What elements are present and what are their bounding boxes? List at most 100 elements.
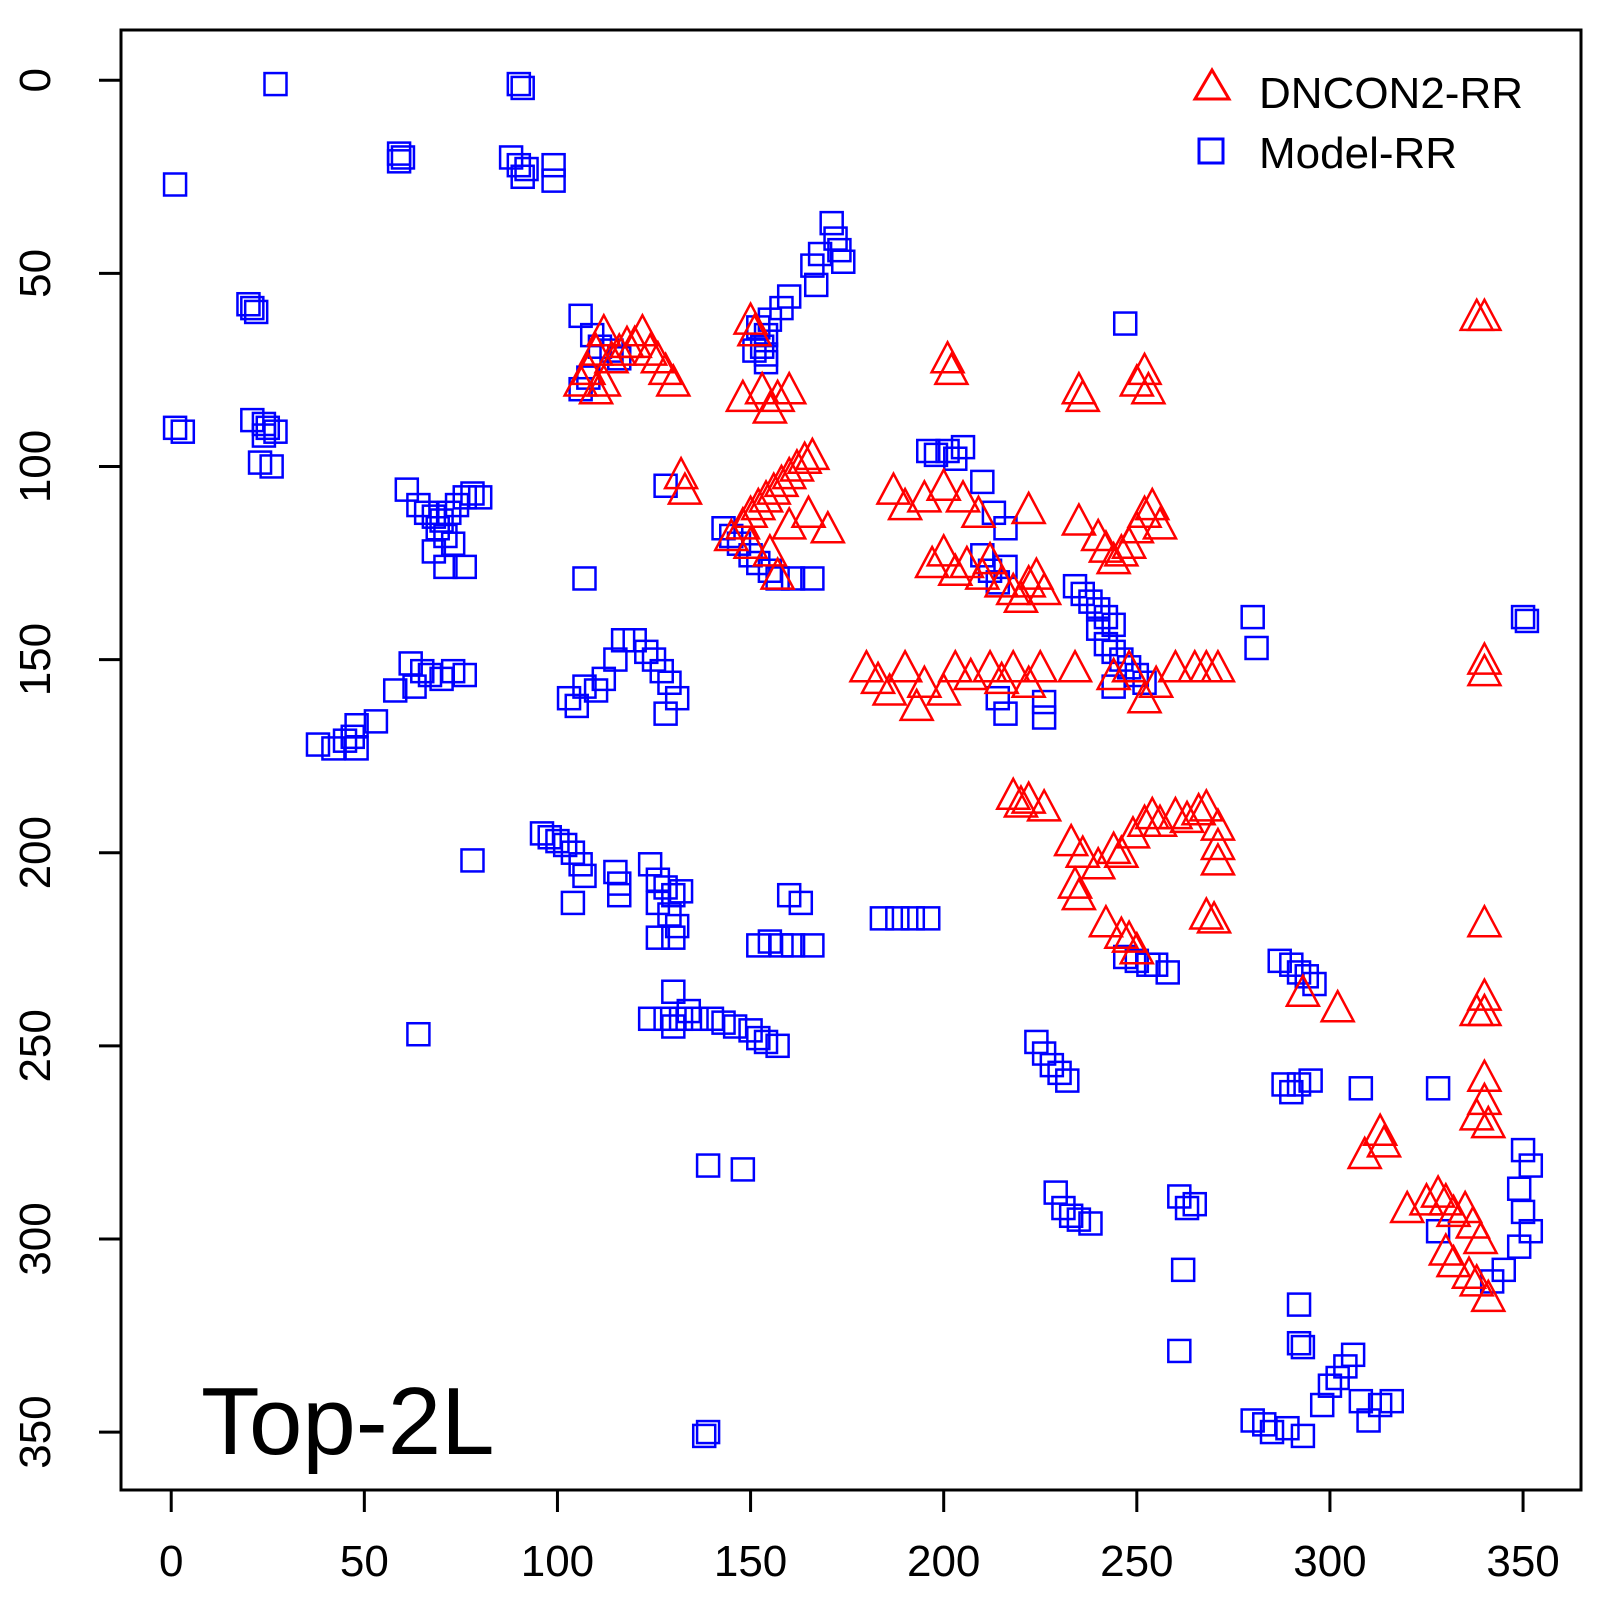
model-rr-point xyxy=(746,1025,771,1051)
y-tick-label: 150 xyxy=(11,623,60,696)
model-rr-point xyxy=(1055,1068,1080,1093)
dncon2-rr-point xyxy=(1470,1278,1507,1313)
model-rr-point xyxy=(800,933,825,958)
model-rr-point xyxy=(742,338,767,363)
dncon2-rr-point xyxy=(639,339,676,374)
model-rr-point xyxy=(510,75,535,101)
dncon2-rr-point xyxy=(1389,1189,1426,1224)
dncon2-rr-point xyxy=(616,324,653,359)
model-rr-point xyxy=(645,867,671,892)
model-rr-point xyxy=(885,906,910,931)
model-rr-point xyxy=(1290,1334,1316,1360)
dncon2-rr-point xyxy=(1188,787,1225,822)
model-rr-point xyxy=(263,71,288,97)
model-rr-point xyxy=(1340,1342,1366,1368)
model-rr-point xyxy=(730,1157,756,1182)
model-rr-point xyxy=(1510,604,1536,630)
dncon2-rr-point xyxy=(647,351,684,386)
legend-label-dncon2: DNCON2-RR xyxy=(1259,69,1523,118)
plot-frame xyxy=(119,28,1583,1492)
dncon2-rr-point xyxy=(724,378,761,413)
model-rr-point xyxy=(236,291,261,317)
model-rr-point xyxy=(1425,1218,1451,1244)
model-rr-point xyxy=(510,164,535,190)
dncon2-rr-point xyxy=(1319,988,1356,1023)
dncon2-rr-point xyxy=(1111,648,1148,683)
model-rr-point xyxy=(950,434,976,460)
model-rr-point xyxy=(1309,1392,1335,1418)
model-rr-point xyxy=(603,647,628,672)
dncon2-rr-point xyxy=(925,467,962,502)
model-rr-point xyxy=(780,933,806,958)
dncon2-rr-point xyxy=(632,331,669,366)
model-rr-point xyxy=(1182,1191,1208,1217)
model-rr-point xyxy=(634,639,659,665)
x-tick-label: 150 xyxy=(714,1537,787,1586)
y-tick-label: 350 xyxy=(11,1395,60,1468)
dncon2-rr-point xyxy=(736,312,773,347)
model-rr-point xyxy=(541,152,566,178)
dncon2-rr-point xyxy=(1365,1123,1403,1158)
model-rr-point xyxy=(552,832,578,858)
model-rr-point xyxy=(765,1033,790,1059)
dncon2-rr-point xyxy=(983,660,1020,695)
model-rr-point xyxy=(653,473,678,499)
dncon2-rr-point xyxy=(1157,648,1194,683)
model-rr-point xyxy=(653,1006,678,1032)
model-rr-point xyxy=(607,882,632,908)
model-rr-point xyxy=(305,732,331,757)
dncon2-rr-point xyxy=(1462,1220,1499,1255)
model-rr-point xyxy=(661,925,686,950)
dncon2-rr-point xyxy=(666,470,703,505)
model-rr-point xyxy=(541,168,566,193)
model-rr-point xyxy=(162,172,188,197)
model-rr-point xyxy=(1155,960,1180,985)
dncon2-rr-point xyxy=(562,362,599,397)
dncon2-rr-point xyxy=(732,525,769,559)
legend-triangle-icon xyxy=(1192,67,1232,101)
model-rr-point xyxy=(1425,1076,1451,1101)
model-rr-point xyxy=(1058,1203,1084,1229)
dncon2-rr-point xyxy=(914,544,951,579)
dncon2-rr-point xyxy=(1470,1104,1507,1139)
dncon2-rr-point xyxy=(952,656,989,691)
dncon2-rr-point xyxy=(1010,490,1047,525)
dncon2-rr-point xyxy=(713,517,750,552)
model-rr-point xyxy=(1101,639,1126,665)
dncon2-rr-point xyxy=(1188,648,1225,683)
model-rr-point xyxy=(657,670,682,696)
dncon2-rr-point xyxy=(995,648,1032,683)
model-rr-point xyxy=(263,419,288,444)
model-rr-point xyxy=(410,658,435,684)
model-rr-point xyxy=(243,299,269,325)
dncon2-rr-point xyxy=(662,455,700,490)
model-rr-point xyxy=(684,1006,709,1032)
dncon2-rr-point xyxy=(1195,899,1233,934)
model-rr-point xyxy=(1132,670,1157,696)
dncon2-rr-point xyxy=(1060,876,1097,911)
model-rr-point xyxy=(738,543,763,568)
model-rr-point xyxy=(800,253,825,278)
dncon2-rr-point xyxy=(1466,903,1503,938)
y-tick-label: 100 xyxy=(11,430,60,503)
model-rr-point xyxy=(915,906,941,931)
dncon2-rr-point xyxy=(1064,378,1101,413)
model-rr-point xyxy=(402,674,427,699)
dncon2-rr-point xyxy=(1427,1231,1464,1266)
x-tick-label: 50 xyxy=(340,1537,389,1586)
model-rr-point xyxy=(1510,1137,1536,1163)
model-rr-point xyxy=(869,906,895,931)
dncon2-rr-point xyxy=(577,331,615,366)
model-rr-point xyxy=(452,485,478,510)
dncon2-rr-point xyxy=(744,370,781,405)
model-rr-point xyxy=(661,1014,686,1039)
model-rr-point xyxy=(1031,689,1057,715)
model-rr-point xyxy=(1348,1388,1374,1414)
dncon2-rr-point xyxy=(585,362,622,397)
model-rr-point xyxy=(1085,597,1111,622)
dncon2-rr-point xyxy=(1056,864,1094,899)
model-rr-point xyxy=(653,701,678,726)
x-axis: 0 50 100 150 200 250 300 350 xyxy=(159,1490,1560,1586)
model-rr-point xyxy=(803,272,829,298)
